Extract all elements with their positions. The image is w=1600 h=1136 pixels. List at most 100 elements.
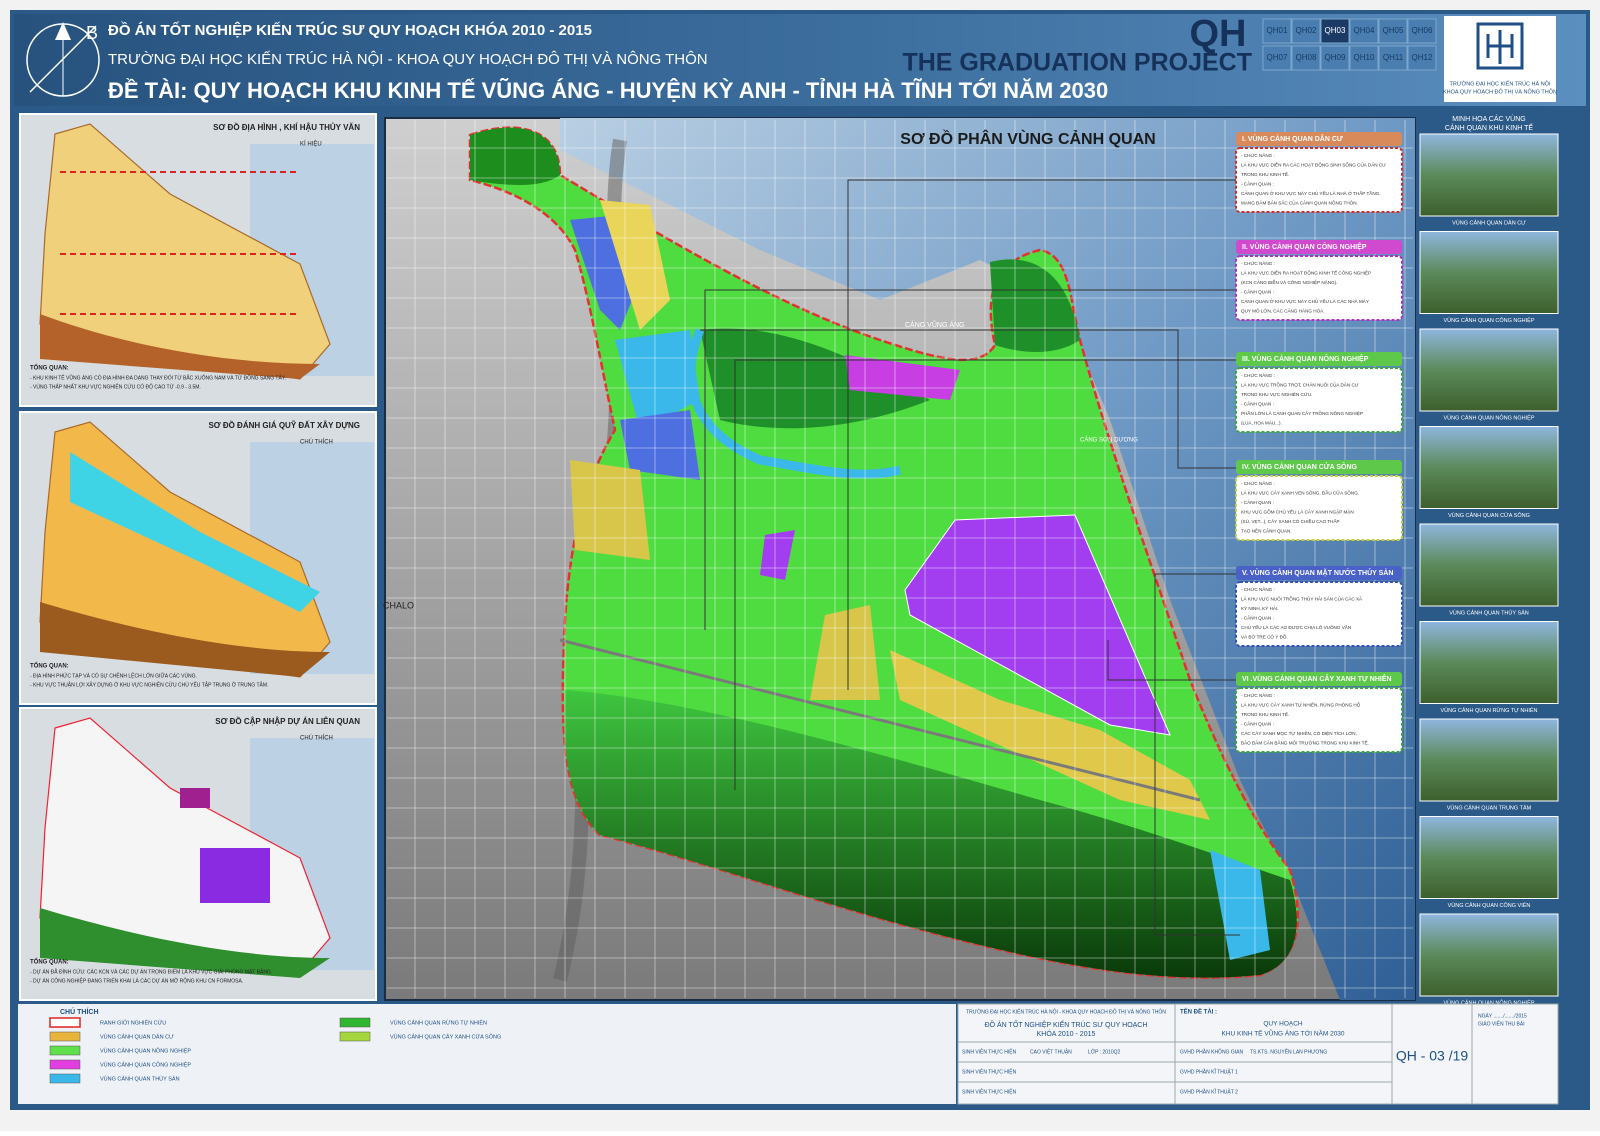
zone-text: CHỦ YẾU LÀ CÁC AO ĐƯỢC CHIA LÔ VUÔNG VẮN <box>1241 623 1351 630</box>
gallery-title: CẢNH QUAN KHU KINH TẾ <box>1445 122 1533 132</box>
photo-caption: VÙNG CẢNH QUAN NÔNG NGHIỆP <box>1443 998 1534 1006</box>
zone-text: TRONG KHU VỰC NGHIÊN CỨU. <box>1241 390 1312 397</box>
zone-box <box>1235 147 1403 213</box>
zone-box <box>1235 581 1403 647</box>
zone-text: (SÚ, VẸT...), CÂY XANH CÓ CHIỀU CAO THẤP <box>1241 518 1340 524</box>
qh-mark: QH <box>1190 13 1247 55</box>
compass-label: B <box>86 23 98 43</box>
zone-text: CẢNH QUAN Ở KHU VỰC NÀY CHỦ YẾU LÀ CÁC N… <box>1241 298 1369 304</box>
zone-text: PHẦN LỚN LÀ CẢNH QUAN CÂY TRỒNG NÔNG NGH… <box>1241 409 1363 416</box>
zone-text: LÀ KHU VỰC CÂY XANH VEN SÔNG, ĐẦU CỬA SÔ… <box>1241 490 1359 496</box>
block-cell: GVHD PHẦN KHÔNG GIAN <box>1180 1048 1243 1055</box>
legend-label: RANH GIỚI NGHIÊN CỨU <box>100 1018 166 1026</box>
zone-title: II. VÙNG CẢNH QUAN CÔNG NGHIỆP <box>1242 242 1367 251</box>
panel-summary: - DỰ ÁN CÔNG NGHIỆP ĐANG TRIỂN KHAI LÀ C… <box>30 976 243 984</box>
zone-text: QUY MÔ LỚN, CÁC CẢNG HÀNG HÓA. <box>1241 308 1325 314</box>
sheet-tab[interactable] <box>1262 45 1292 71</box>
sheet-tab-label[interactable]: QH03 <box>1325 26 1346 35</box>
zone-title: I. VÙNG CẢNH QUAN DÂN CƯ <box>1242 134 1343 143</box>
zone-text: VÀ BỜ TRE CÓ Ý ĐỒ. <box>1241 634 1288 640</box>
sheet-tab[interactable] <box>1378 18 1408 44</box>
block-cell: SINH VIÊN THỰC HIỆN <box>962 1047 1017 1055</box>
zone-title: IV. VÙNG CẢNH QUAN CỬA SÔNG <box>1242 462 1358 471</box>
gallery-title: MINH HỌA CÁC VÙNG <box>1452 114 1526 123</box>
sheet-tab-label[interactable]: QH02 <box>1296 26 1317 35</box>
legend-label: VÙNG CẢNH QUAN DÂN CƯ <box>100 1033 174 1040</box>
zone-header <box>1236 352 1402 366</box>
zone-text: TẠO NÊN CẢNH QUAN. <box>1241 527 1292 534</box>
sheet-tab[interactable] <box>1407 45 1437 71</box>
block-cell: LỚP : 2010Q2 <box>1088 1048 1120 1055</box>
sheet-tab[interactable] <box>1291 18 1321 44</box>
zone-title: III. VÙNG CẢNH QUAN NÔNG NGHIỆP <box>1242 354 1369 363</box>
photo <box>1419 913 1559 997</box>
terrain <box>40 602 330 677</box>
sheet-tab-label[interactable]: QH12 <box>1412 53 1433 62</box>
logo-caption: KHOA QUY HOẠCH ĐÔ THỊ VÀ NÔNG THÔN <box>1443 88 1557 95</box>
photo-caption: VÙNG CẢNH QUAN CỬA SÔNG <box>1448 512 1530 519</box>
panel-summary: - KHU KINH TẾ VŨNG ÁNG CÓ ĐỊA HÌNH ĐA DẠ… <box>30 373 286 381</box>
sheet-tab-label[interactable]: QH08 <box>1296 53 1317 62</box>
sheet-tab-label[interactable]: QH01 <box>1267 26 1288 35</box>
photo <box>1419 328 1559 412</box>
zone-text: - CHỨC NĂNG : <box>1241 372 1275 378</box>
zone-text: TRONG KHU KINH TẾ. <box>1241 711 1289 717</box>
legend-swatch <box>49 1073 81 1084</box>
legend-swatch <box>49 1031 81 1042</box>
sheet-tab-label[interactable]: QH05 <box>1383 26 1404 35</box>
sheet-tab-label[interactable]: QH11 <box>1383 53 1404 62</box>
block-receiver: GIÁO VIÊN THU BÀI <box>1478 1019 1525 1027</box>
photo <box>1419 133 1559 217</box>
sheet-tab[interactable] <box>1349 18 1379 44</box>
zone-text: LÀ KHU VỰC TRỒNG TRỌT, CHĂN NUÔI CỦA DÂN… <box>1241 382 1359 388</box>
zone-box <box>1235 255 1403 321</box>
panel-summary: - ĐỊA HÌNH PHỨC TẠP VÀ CÓ SỰ CHÊNH LỆCH … <box>30 671 197 679</box>
project-zone <box>200 848 270 903</box>
legend-swatch <box>49 1045 81 1056</box>
photo-caption: VÙNG CẢNH QUAN DÂN CƯ <box>1452 219 1526 226</box>
place-label: CẢNG SƠN DƯƠNG <box>1080 437 1138 444</box>
sheet-tab-label[interactable]: QH07 <box>1267 53 1288 62</box>
gallery: VÙNG CẢNH QUAN DÂN CƯ VÙNG CẢNH QUAN CÔNG… <box>1419 133 1559 1006</box>
terrain <box>40 908 330 978</box>
sheet-tab[interactable] <box>1407 18 1437 44</box>
panel-legend-title: CHÚ THÍCH <box>300 439 333 446</box>
sheet-tab-label[interactable]: QH09 <box>1325 53 1346 62</box>
panel-legend-title: CHÚ THÍCH <box>300 735 333 742</box>
photo <box>1419 523 1559 607</box>
sheet-tab[interactable] <box>1320 45 1350 71</box>
zone-box <box>1235 475 1403 541</box>
zone-text: LÀ KHU VỰC DIỄN RA HOẠT ĐỘNG KINH TẾ CÔN… <box>1241 269 1371 276</box>
sheet-tab[interactable] <box>1262 18 1292 44</box>
sheet-tab[interactable] <box>1349 45 1379 71</box>
zone-header <box>1236 240 1402 254</box>
legend-swatch <box>339 1031 371 1042</box>
zone-header <box>1236 460 1402 474</box>
legend-label: VÙNG CẢNH QUAN CÔNG NGHIỆP <box>100 1060 191 1068</box>
topic-title: ĐỀ TÀI: QUY HOẠCH KHU KINH TẾ VŨNG ÁNG -… <box>108 78 1108 103</box>
sheet-tab-label[interactable]: QH06 <box>1412 26 1433 35</box>
photo <box>1419 621 1559 704</box>
legend-label: VÙNG CẢNH QUAN RỪNG TỰ NHIÊN <box>390 1018 487 1026</box>
zone-text: LÀ KHU VỰC DIỄN RA CÁC HOẠT ĐỘNG SINH SỐ… <box>1241 162 1386 168</box>
sheet-tab[interactable] <box>1378 45 1408 71</box>
panel-title: SƠ ĐỒ CẬP NHẬP DỰ ÁN LIÊN QUAN <box>215 716 360 726</box>
terrain <box>40 314 320 379</box>
panel-title: SƠ ĐỒ ĐÁNH GIÁ QUỸ ĐẤT XÂY DỰNG <box>208 420 360 430</box>
sheet-tab[interactable] <box>1320 18 1350 44</box>
block-cell: TS.KTS. NGUYỄN LAN PHƯƠNG <box>1250 1048 1327 1055</box>
legend-title: CHÚ THÍCH <box>60 1007 99 1016</box>
school-title: TRƯỜNG ĐẠI HỌC KIẾN TRÚC HÀ NỘI - KHOA Q… <box>108 51 708 68</box>
zone-text: KỲ NINH, KỲ HẢI. <box>1241 605 1279 611</box>
panel-summary: - DỰ ÁN ĐÃ ĐÌNH CỨU: CÁC KCN VÀ CÁC DỰ Á… <box>30 967 272 975</box>
sheet-tab[interactable] <box>1291 45 1321 71</box>
zone-text: - CẢNH QUAN : <box>1241 289 1274 295</box>
block-school: TRƯỜNG ĐẠI HỌC KIẾN TRÚC HÀ NỘI - KHOA Q… <box>966 1008 1166 1015</box>
zone-text: - CHỨC NĂNG : <box>1241 480 1275 486</box>
sheet-number: QH - 03 /19 <box>1396 1048 1469 1064</box>
zone-text: - CẢNH QUAN : <box>1241 721 1274 727</box>
sheet-tab-label[interactable]: QH10 <box>1354 53 1375 62</box>
sheet-tab-label[interactable]: QH04 <box>1354 26 1375 35</box>
zone-text: TRONG KHU KINH TẾ. <box>1241 171 1289 177</box>
panel-summary: - KHU VỰC THUẬN LỢI XÂY DỰNG Ở KHU VỰC N… <box>30 680 268 688</box>
